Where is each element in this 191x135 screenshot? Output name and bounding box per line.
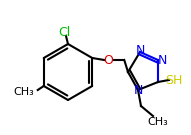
Text: CH₃: CH₃ xyxy=(148,117,168,127)
Text: O: O xyxy=(103,53,113,67)
Text: N: N xyxy=(135,45,145,58)
Text: N: N xyxy=(157,53,167,67)
Text: CH₃: CH₃ xyxy=(13,87,34,97)
Text: N: N xyxy=(133,85,143,97)
Text: SH: SH xyxy=(165,73,183,87)
Text: Cl: Cl xyxy=(58,26,70,38)
